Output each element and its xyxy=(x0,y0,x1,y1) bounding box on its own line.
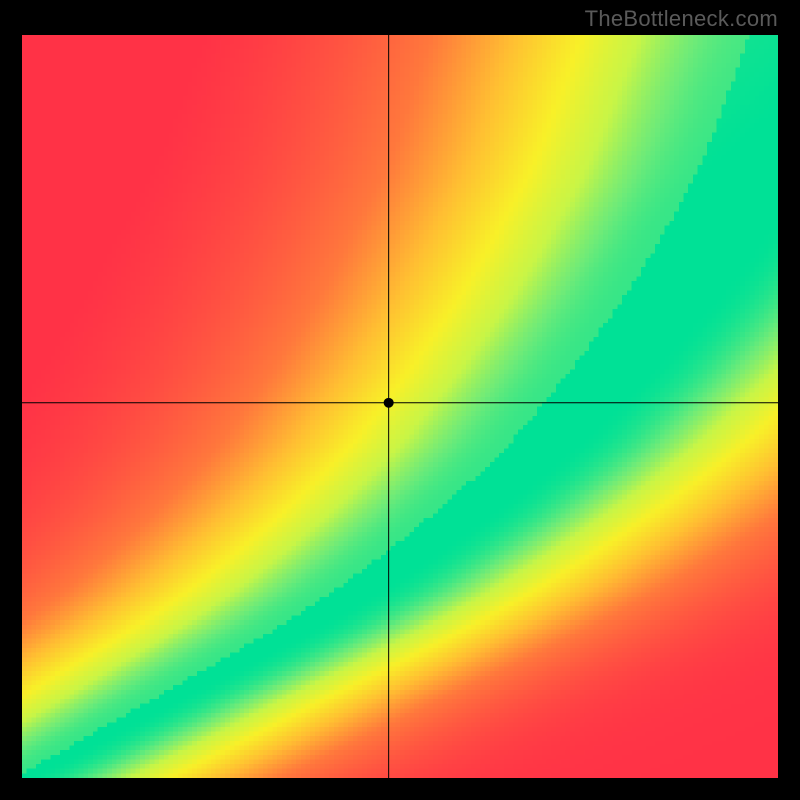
watermark-text: TheBottleneck.com xyxy=(585,6,778,32)
chart-container: TheBottleneck.com xyxy=(0,0,800,800)
plot-area xyxy=(22,35,778,778)
bottleneck-heatmap xyxy=(22,35,778,778)
